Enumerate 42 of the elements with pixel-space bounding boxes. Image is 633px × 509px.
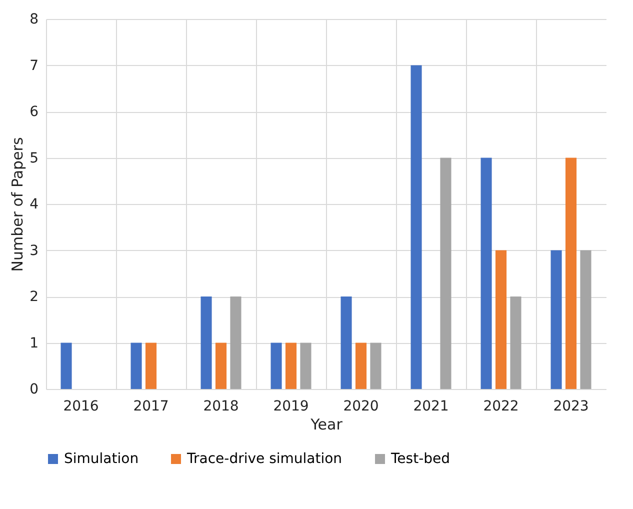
bar — [370, 342, 382, 389]
y-tick-label: 8 — [30, 12, 38, 28]
x-tick-label: 2017 — [133, 398, 169, 414]
bar — [285, 342, 297, 389]
bar — [440, 158, 452, 389]
bar — [300, 342, 312, 389]
bar — [270, 342, 282, 389]
x-tick-label: 2016 — [63, 398, 99, 414]
x-tick-label: 2018 — [203, 398, 239, 414]
x-tick-label: 2022 — [483, 398, 519, 414]
bar — [410, 65, 422, 389]
bar — [495, 250, 507, 389]
x-tick-label: 2019 — [273, 398, 309, 414]
y-tick-label: 7 — [30, 58, 38, 74]
y-tick-label: 2 — [30, 289, 38, 305]
bar — [340, 296, 352, 389]
bar — [480, 158, 492, 389]
y-axis-title: Number of Papers — [8, 137, 27, 272]
x-tick-label: 2021 — [413, 398, 449, 414]
y-tick-label: 6 — [30, 104, 39, 120]
y-tick-label: 3 — [30, 242, 38, 259]
bar — [200, 296, 212, 389]
legend-label: Test-bed — [390, 451, 450, 467]
y-tick-label: 4 — [30, 196, 39, 212]
y-tick-label: 0 — [30, 382, 38, 398]
bar — [580, 250, 592, 389]
y-tick-label: 1 — [30, 335, 38, 352]
bar — [145, 342, 157, 389]
bar — [215, 342, 227, 389]
bar — [550, 250, 562, 389]
bar — [510, 296, 522, 389]
bar — [130, 342, 142, 389]
bar — [230, 296, 242, 389]
x-axis-title: Year — [310, 416, 344, 434]
legend-label: Trace-drive simulation — [186, 451, 342, 467]
x-tick-label: 2020 — [343, 398, 379, 414]
bar — [60, 342, 72, 389]
y-tick-label: 5 — [30, 150, 38, 166]
x-tick-label: 2023 — [553, 398, 589, 414]
bar — [565, 158, 577, 389]
bar — [355, 342, 367, 389]
legend-label: Simulation — [64, 451, 139, 467]
